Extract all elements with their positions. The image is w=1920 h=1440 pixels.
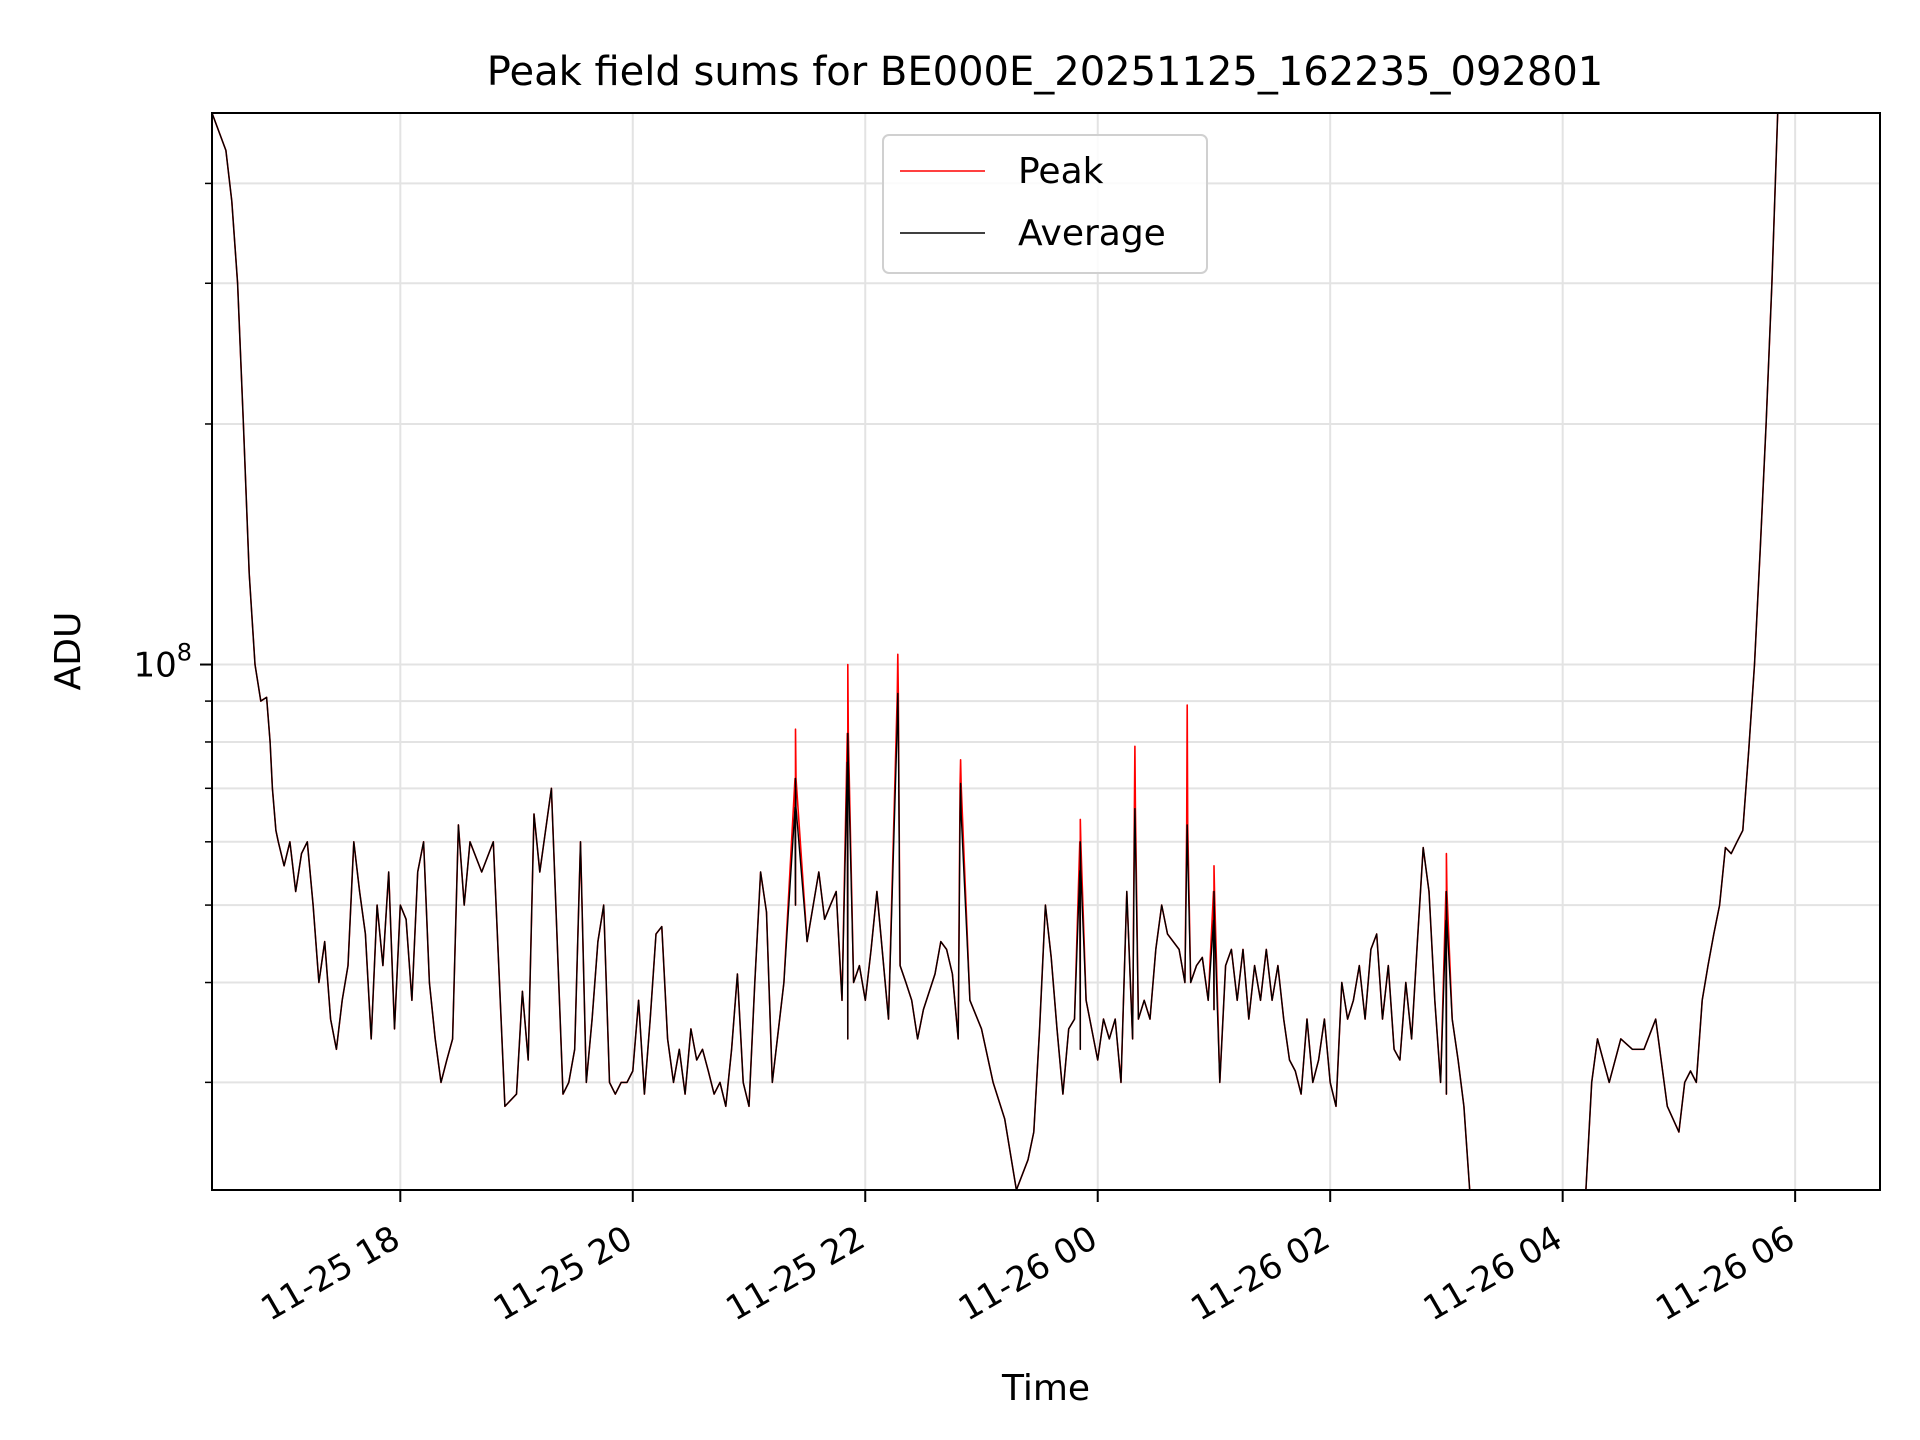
- y-tick-label: 108: [133, 639, 192, 686]
- legend-peak-label: Peak: [1018, 151, 1104, 192]
- legend-box: [882, 134, 1208, 274]
- plot-frame: [211, 112, 1881, 1191]
- legend: Peak Average: [882, 134, 1208, 274]
- x-axis-label: Time: [1001, 1368, 1090, 1409]
- y-axis-label: ADU: [48, 612, 89, 691]
- y-axis-ticks: 108: [133, 182, 212, 1084]
- chart-title: Peak field sums for BE000E_20251125_1622…: [487, 49, 1603, 95]
- legend-average-label: Average: [1018, 213, 1166, 254]
